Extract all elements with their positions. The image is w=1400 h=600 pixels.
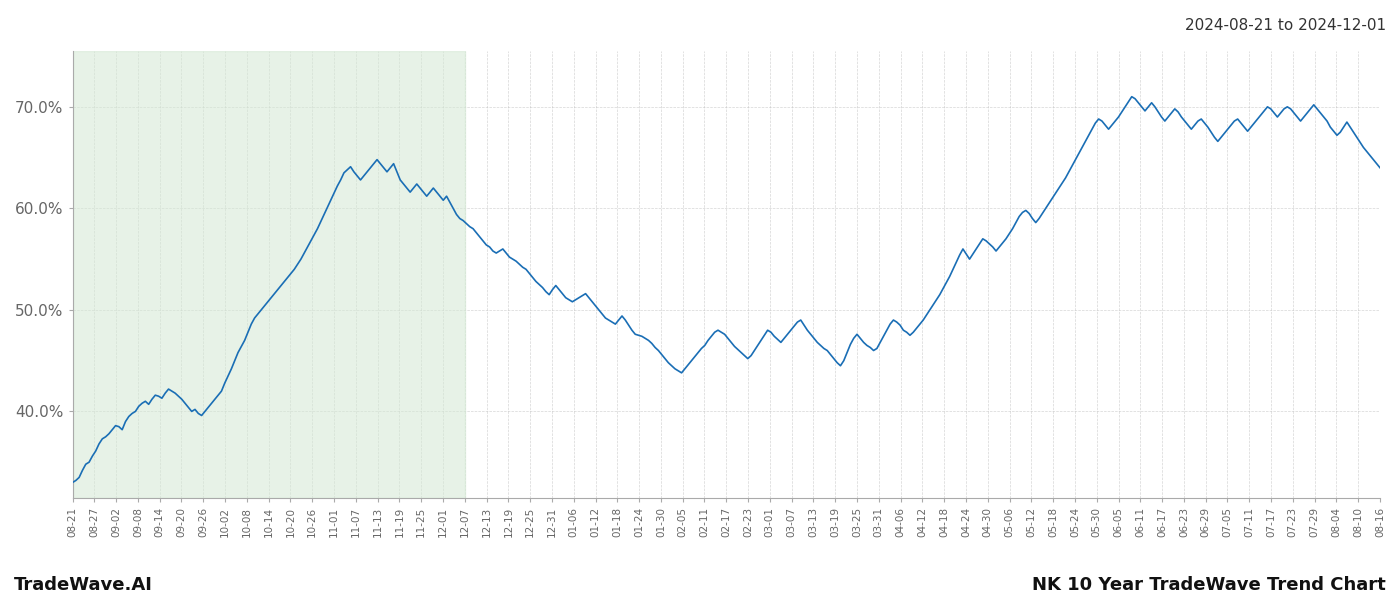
Text: 2024-08-21 to 2024-12-01: 2024-08-21 to 2024-12-01 [1184,18,1386,33]
Text: TradeWave.AI: TradeWave.AI [14,576,153,594]
Bar [73,51,465,498]
Text: NK 10 Year TradeWave Trend Chart: NK 10 Year TradeWave Trend Chart [1032,576,1386,594]
